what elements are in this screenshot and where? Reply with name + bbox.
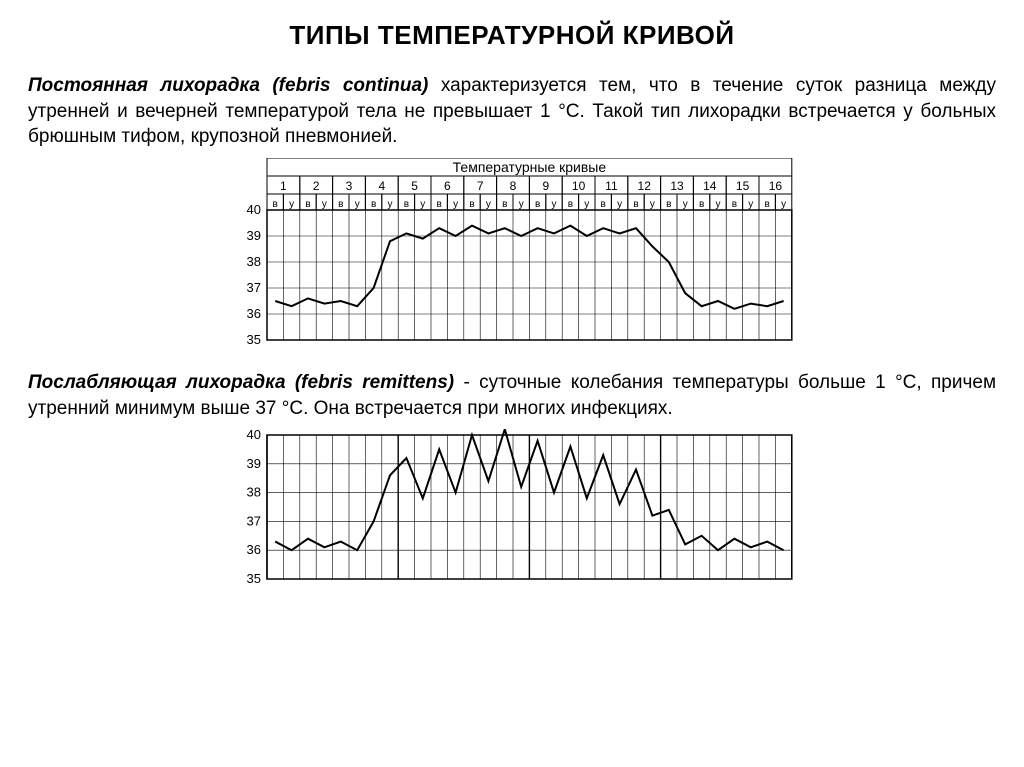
svg-text:39: 39 bbox=[247, 228, 261, 243]
page-title: ТИПЫ ТЕМПЕРАТУРНОЙ КРИВОЙ bbox=[28, 20, 996, 51]
paragraph-remittens: Послабляющая лихорадка (febris remittens… bbox=[28, 370, 996, 421]
svg-text:40: 40 bbox=[247, 202, 261, 217]
svg-text:2: 2 bbox=[313, 179, 320, 193]
svg-text:в: в bbox=[765, 199, 770, 210]
svg-text:в: в bbox=[371, 199, 376, 210]
chart-continua: Температурные кривые12345678910111213141… bbox=[227, 158, 797, 348]
svg-text:38: 38 bbox=[247, 485, 261, 500]
svg-text:9: 9 bbox=[542, 179, 549, 193]
svg-text:у: у bbox=[650, 199, 655, 210]
svg-text:в: в bbox=[535, 199, 540, 210]
chart-remittens: 40 39 38 37 36 35 bbox=[227, 429, 797, 587]
svg-text:15: 15 bbox=[736, 179, 750, 193]
svg-text:в: в bbox=[273, 199, 278, 210]
svg-text:у: у bbox=[486, 199, 491, 210]
svg-text:у: у bbox=[388, 199, 393, 210]
svg-text:у: у bbox=[748, 199, 753, 210]
svg-text:7: 7 bbox=[477, 179, 484, 193]
svg-text:в: в bbox=[666, 199, 671, 210]
svg-text:у: у bbox=[617, 199, 622, 210]
svg-text:37: 37 bbox=[247, 280, 261, 295]
svg-text:в: в bbox=[469, 199, 474, 210]
svg-text:в: в bbox=[404, 199, 409, 210]
chart-continua-wrap: Температурные кривые12345678910111213141… bbox=[28, 158, 996, 348]
svg-text:у: у bbox=[716, 199, 721, 210]
svg-text:4: 4 bbox=[378, 179, 385, 193]
paragraph-continua: Постоянная лихорадка (febris continua) х… bbox=[28, 73, 996, 150]
chart-remittens-wrap: 40 39 38 37 36 35 bbox=[28, 429, 996, 587]
svg-text:в: в bbox=[305, 199, 310, 210]
svg-text:39: 39 bbox=[247, 456, 261, 471]
svg-text:Температурные кривые: Температурные кривые bbox=[453, 159, 607, 175]
svg-text:38: 38 bbox=[247, 254, 261, 269]
svg-text:у: у bbox=[322, 199, 327, 210]
svg-text:8: 8 bbox=[510, 179, 517, 193]
svg-text:у: у bbox=[519, 199, 524, 210]
svg-text:в: в bbox=[633, 199, 638, 210]
svg-text:у: у bbox=[453, 199, 458, 210]
svg-text:35: 35 bbox=[247, 332, 261, 347]
svg-text:в: в bbox=[732, 199, 737, 210]
svg-text:37: 37 bbox=[247, 514, 261, 529]
svg-text:16: 16 bbox=[769, 179, 783, 193]
svg-text:1: 1 bbox=[280, 179, 287, 193]
svg-text:10: 10 bbox=[572, 179, 586, 193]
svg-text:в: в bbox=[699, 199, 704, 210]
svg-text:13: 13 bbox=[670, 179, 684, 193]
svg-text:у: у bbox=[781, 199, 786, 210]
term-continua: Постоянная лихорадка (febris continua) bbox=[28, 75, 428, 96]
svg-text:11: 11 bbox=[605, 179, 618, 193]
svg-text:35: 35 bbox=[247, 571, 261, 586]
svg-text:3: 3 bbox=[346, 179, 353, 193]
svg-text:у: у bbox=[289, 199, 294, 210]
svg-text:у: у bbox=[552, 199, 557, 210]
svg-text:40: 40 bbox=[247, 429, 261, 442]
svg-text:в: в bbox=[437, 199, 442, 210]
svg-text:5: 5 bbox=[411, 179, 418, 193]
svg-text:14: 14 bbox=[703, 179, 717, 193]
svg-text:в: в bbox=[338, 199, 343, 210]
svg-text:в: в bbox=[502, 199, 507, 210]
svg-text:36: 36 bbox=[247, 542, 261, 557]
svg-text:в: в bbox=[568, 199, 573, 210]
svg-text:у: у bbox=[683, 199, 688, 210]
svg-text:12: 12 bbox=[638, 179, 652, 193]
svg-text:в: в bbox=[601, 199, 606, 210]
term-remittens: Послабляющая лихорадка (febris remittens… bbox=[28, 372, 454, 393]
svg-text:у: у bbox=[420, 199, 425, 210]
svg-text:36: 36 bbox=[247, 306, 261, 321]
svg-text:у: у bbox=[584, 199, 589, 210]
svg-text:у: у bbox=[355, 199, 360, 210]
svg-text:6: 6 bbox=[444, 179, 451, 193]
